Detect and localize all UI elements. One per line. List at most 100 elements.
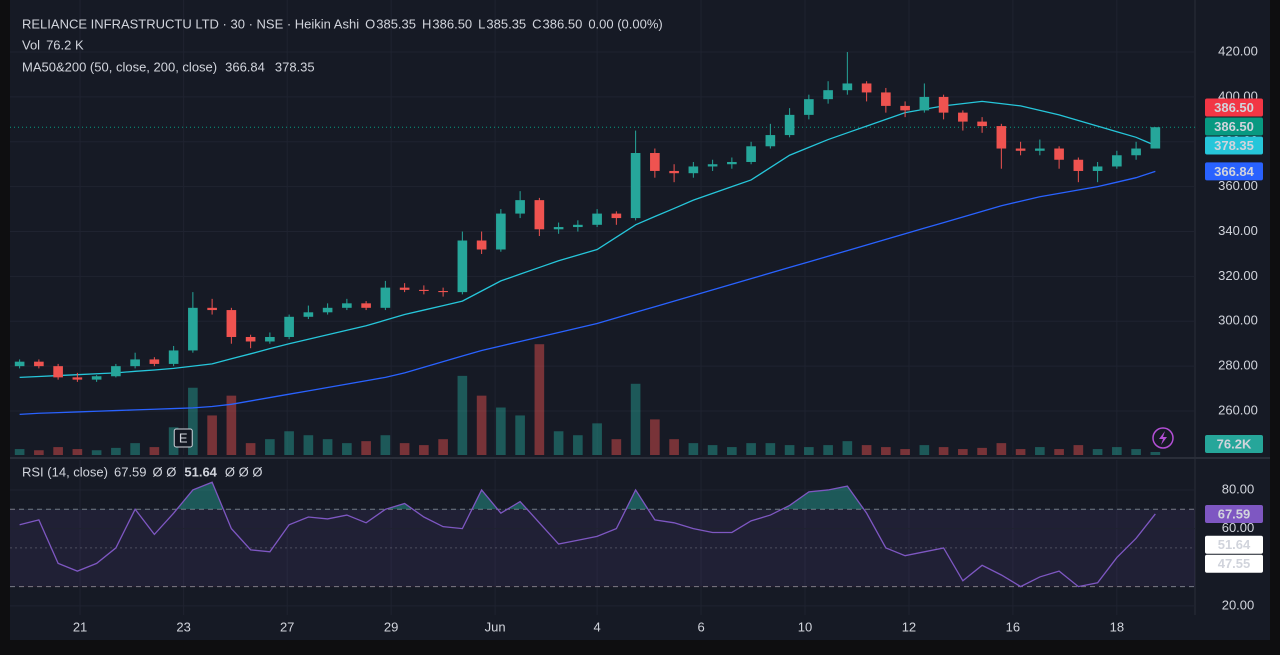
legend-text: Ø Ø (153, 464, 177, 479)
volume-bar (881, 447, 891, 455)
y-tick-label: 360.00 (1218, 178, 1258, 193)
moving-average (19, 170, 1156, 416)
x-tick-label: 16 (1006, 619, 1020, 634)
legend-text: MA50&200 (50, close, 200, close) (22, 59, 217, 74)
price-tag-label: 378.35 (1214, 138, 1254, 153)
alert-icon[interactable] (1152, 427, 1174, 449)
price-tag-label: 386.50 (1214, 119, 1254, 134)
volume-bar (342, 443, 352, 455)
volume-bar (149, 447, 160, 455)
volume-bar (265, 439, 275, 455)
candle-body (861, 83, 872, 93)
candle-body (457, 240, 468, 293)
legend-text: RSI (14, close) (22, 464, 108, 479)
rsi-tag-label: 67.59 (1218, 506, 1251, 521)
candle-body (727, 161, 737, 165)
volume-bar (688, 443, 699, 455)
candle-body (226, 310, 237, 337)
volume-bar (861, 445, 872, 455)
volume-bar (322, 439, 333, 455)
candle-body (746, 146, 756, 162)
x-tick-label: 27 (280, 619, 294, 634)
candle-body (515, 200, 525, 214)
volume-bar (111, 447, 121, 455)
rsi-tag (1205, 554, 1263, 573)
volume-bar (938, 447, 949, 455)
volume-bar (919, 445, 930, 455)
volume-bar (1131, 449, 1141, 455)
candle-body (130, 359, 140, 367)
x-tick-label: 6 (697, 619, 704, 634)
volume-bar (1054, 449, 1064, 455)
price-tag-label: 366.84 (1214, 164, 1255, 179)
candle-body (1150, 127, 1161, 149)
legend-text: 385.35 (376, 16, 416, 31)
volume-bar (438, 439, 448, 455)
volume-bar (72, 449, 83, 455)
price-tag (1205, 136, 1263, 155)
volume-bar (53, 447, 63, 455)
candle-body (399, 287, 410, 290)
volume-bar (592, 423, 602, 455)
volume-bar (1092, 449, 1103, 455)
volume-bar (14, 449, 25, 455)
legend-text: 366.84 (225, 59, 265, 74)
candle-body (1092, 166, 1103, 171)
volume-bar (784, 445, 795, 455)
candle-body (284, 316, 294, 337)
candle-body (265, 336, 275, 342)
candle-body (553, 227, 564, 230)
volume-bar (1035, 447, 1045, 455)
volume-bar (1015, 449, 1026, 455)
volume-bar (91, 450, 102, 455)
volume-bar (476, 395, 487, 455)
candle-body (900, 105, 910, 111)
legend-text: Ø Ø Ø (225, 464, 263, 479)
legend-text: 386.50 (432, 16, 472, 31)
price-tag-label: 386.50 (1214, 100, 1254, 115)
volume-bar (669, 439, 679, 455)
volume-bar (630, 383, 641, 455)
candle-body (977, 121, 987, 127)
legend-text: O (365, 16, 375, 31)
candle-body (496, 213, 506, 250)
volume-bar (765, 443, 776, 455)
legend-text: L (478, 16, 485, 31)
rsi-tag-label: 47.55 (1218, 556, 1251, 571)
volume-bar (650, 419, 660, 455)
legend-text: C (532, 16, 541, 31)
candle-body (611, 213, 622, 219)
rsi-line (19, 481, 1156, 588)
chart-background (10, 0, 1270, 640)
rsi-band (10, 509, 1195, 587)
price-tag (1205, 98, 1263, 117)
candle-body (1131, 148, 1141, 156)
candle-body (765, 135, 776, 147)
y-tick-label: 340.00 (1218, 223, 1258, 238)
candle-body (207, 307, 217, 311)
candle-body (303, 312, 314, 317)
rsi-tag-label: 51.64 (1218, 537, 1251, 552)
candle-body (804, 99, 814, 115)
volume-bar (727, 447, 737, 455)
volume-bar (900, 449, 910, 455)
rsi-tag (1205, 535, 1263, 554)
volume-bar (419, 445, 429, 455)
y-tick-label: 300.00 (1218, 313, 1258, 328)
y-tick-label: 420.00 (1218, 43, 1258, 58)
legend-text: 76.2 K (46, 37, 84, 52)
earnings-marker (173, 428, 193, 448)
legend-text: Vol (22, 37, 40, 52)
candle-body (592, 213, 602, 225)
legend-text: H (422, 16, 431, 31)
candle-body (534, 200, 545, 230)
volume-bar (207, 415, 217, 455)
volume-bar (226, 395, 237, 455)
volume-bar (361, 441, 371, 455)
volume-bar (823, 445, 833, 455)
volume-bar (188, 387, 198, 455)
candle-body (149, 359, 160, 364)
candle-body (111, 366, 121, 377)
candle-body (245, 336, 256, 342)
candle-body (573, 224, 583, 228)
